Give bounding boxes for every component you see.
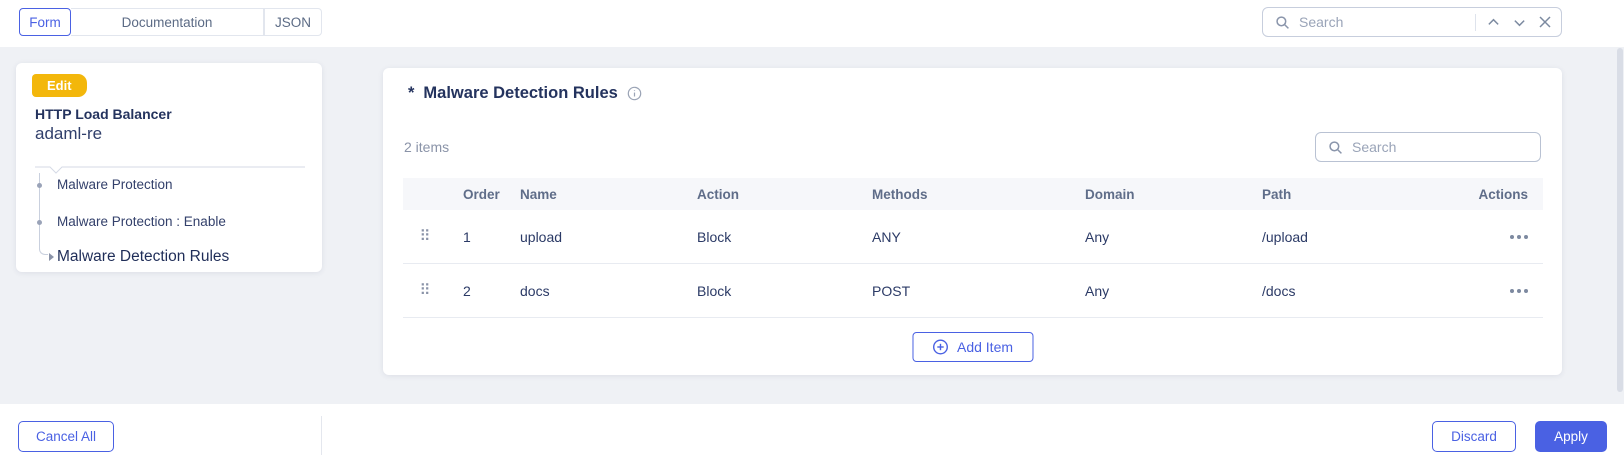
sidebar-item-malware-protection[interactable]: Malware Protection [57,177,173,192]
sidebar-item-malware-detection-rules[interactable]: Malware Detection Rules [57,248,230,265]
page-find-bar [1262,7,1562,37]
object-type-label: HTTP Load Balancer [35,106,172,122]
object-nav-panel: Edit HTTP Load Balancer adaml-re Malware… [16,63,322,272]
tab-documentation[interactable]: Documentation [71,8,264,36]
find-input[interactable] [1299,14,1471,30]
content-area: Edit HTTP Load Balancer adaml-re Malware… [0,47,1624,404]
section-title-text: Malware Detection Rules [423,84,618,102]
cell-order: 1 [463,228,471,245]
object-name: adaml-re [35,124,103,143]
cell-methods: ANY [872,228,901,245]
footer-action-bar: Cancel All Discard Apply [0,404,1624,466]
scrollbar-thumb[interactable] [1617,48,1623,392]
column-header-order: Order [463,186,500,202]
column-header-name: Name [520,186,557,202]
tree-connector-corner [39,243,48,255]
search-icon [1328,140,1343,155]
cell-order: 2 [463,282,471,299]
tab-form[interactable]: Form [19,8,71,36]
column-header-domain: Domain [1085,186,1135,202]
column-header-methods: Methods [872,186,928,202]
tree-bullet [37,220,42,225]
page-scrollbar [1615,0,1624,466]
tree-root-divider [35,166,305,174]
info-icon[interactable] [627,86,642,101]
find-bar-divider [1475,13,1476,31]
rules-table: Order Name Action Methods Domain Path Ac… [403,178,1543,318]
cell-action: Block [697,228,732,245]
add-item-label: Add Item [956,339,1014,355]
items-count: 2 items [404,139,450,155]
cell-methods: POST [872,282,911,299]
find-next-button[interactable] [1506,9,1532,35]
table-search-input[interactable] [1352,139,1540,155]
find-previous-button[interactable] [1480,9,1506,35]
apply-button[interactable]: Apply [1535,421,1607,452]
tree-connector-line [39,173,40,243]
cell-path: /upload [1262,228,1308,245]
search-icon [1275,15,1290,30]
sidebar-item-malware-protection-enable[interactable]: Malware Protection : Enable [57,214,226,229]
cell-domain: Any [1085,228,1110,245]
table-row: ⠿ 2 docs Block POST Any /docs [403,264,1543,318]
cell-path: /docs [1262,282,1296,299]
row-actions-menu-icon[interactable] [1510,229,1528,245]
section-title: * Malware Detection Rules [408,84,642,103]
cell-name: docs [520,282,550,299]
add-item-button[interactable]: Add Item [911,332,1034,362]
table-header-row: Order Name Action Methods Domain Path Ac… [403,178,1543,210]
top-bar: Form Documentation JSON [0,0,1624,47]
cell-domain: Any [1085,282,1110,299]
malware-detection-rules-panel: * Malware Detection Rules 2 items Order … [383,68,1562,375]
table-search-box [1315,132,1541,162]
drag-handle-icon[interactable]: ⠿ [419,282,431,299]
tree-bullet [37,183,42,188]
column-header-path: Path [1262,186,1292,202]
view-tabs: Form Documentation JSON [19,8,322,36]
tree-active-arrow-icon [49,253,54,261]
drag-handle-icon[interactable]: ⠿ [419,228,431,245]
row-actions-menu-icon[interactable] [1510,283,1528,299]
column-header-actions: Actions [1478,186,1528,202]
column-header-action: Action [697,186,739,202]
discard-button[interactable]: Discard [1432,421,1516,452]
find-close-button[interactable] [1532,9,1558,35]
cancel-all-button[interactable]: Cancel All [18,421,115,452]
edit-mode-badge: Edit [32,74,87,97]
required-marker: * [408,84,415,102]
tab-json[interactable]: JSON [264,8,322,36]
cell-action: Block [697,282,732,299]
table-row: ⠿ 1 upload Block ANY Any /upload [403,210,1543,264]
footer-divider [321,416,322,455]
cell-name: upload [520,228,563,245]
plus-circle-icon [932,339,948,355]
